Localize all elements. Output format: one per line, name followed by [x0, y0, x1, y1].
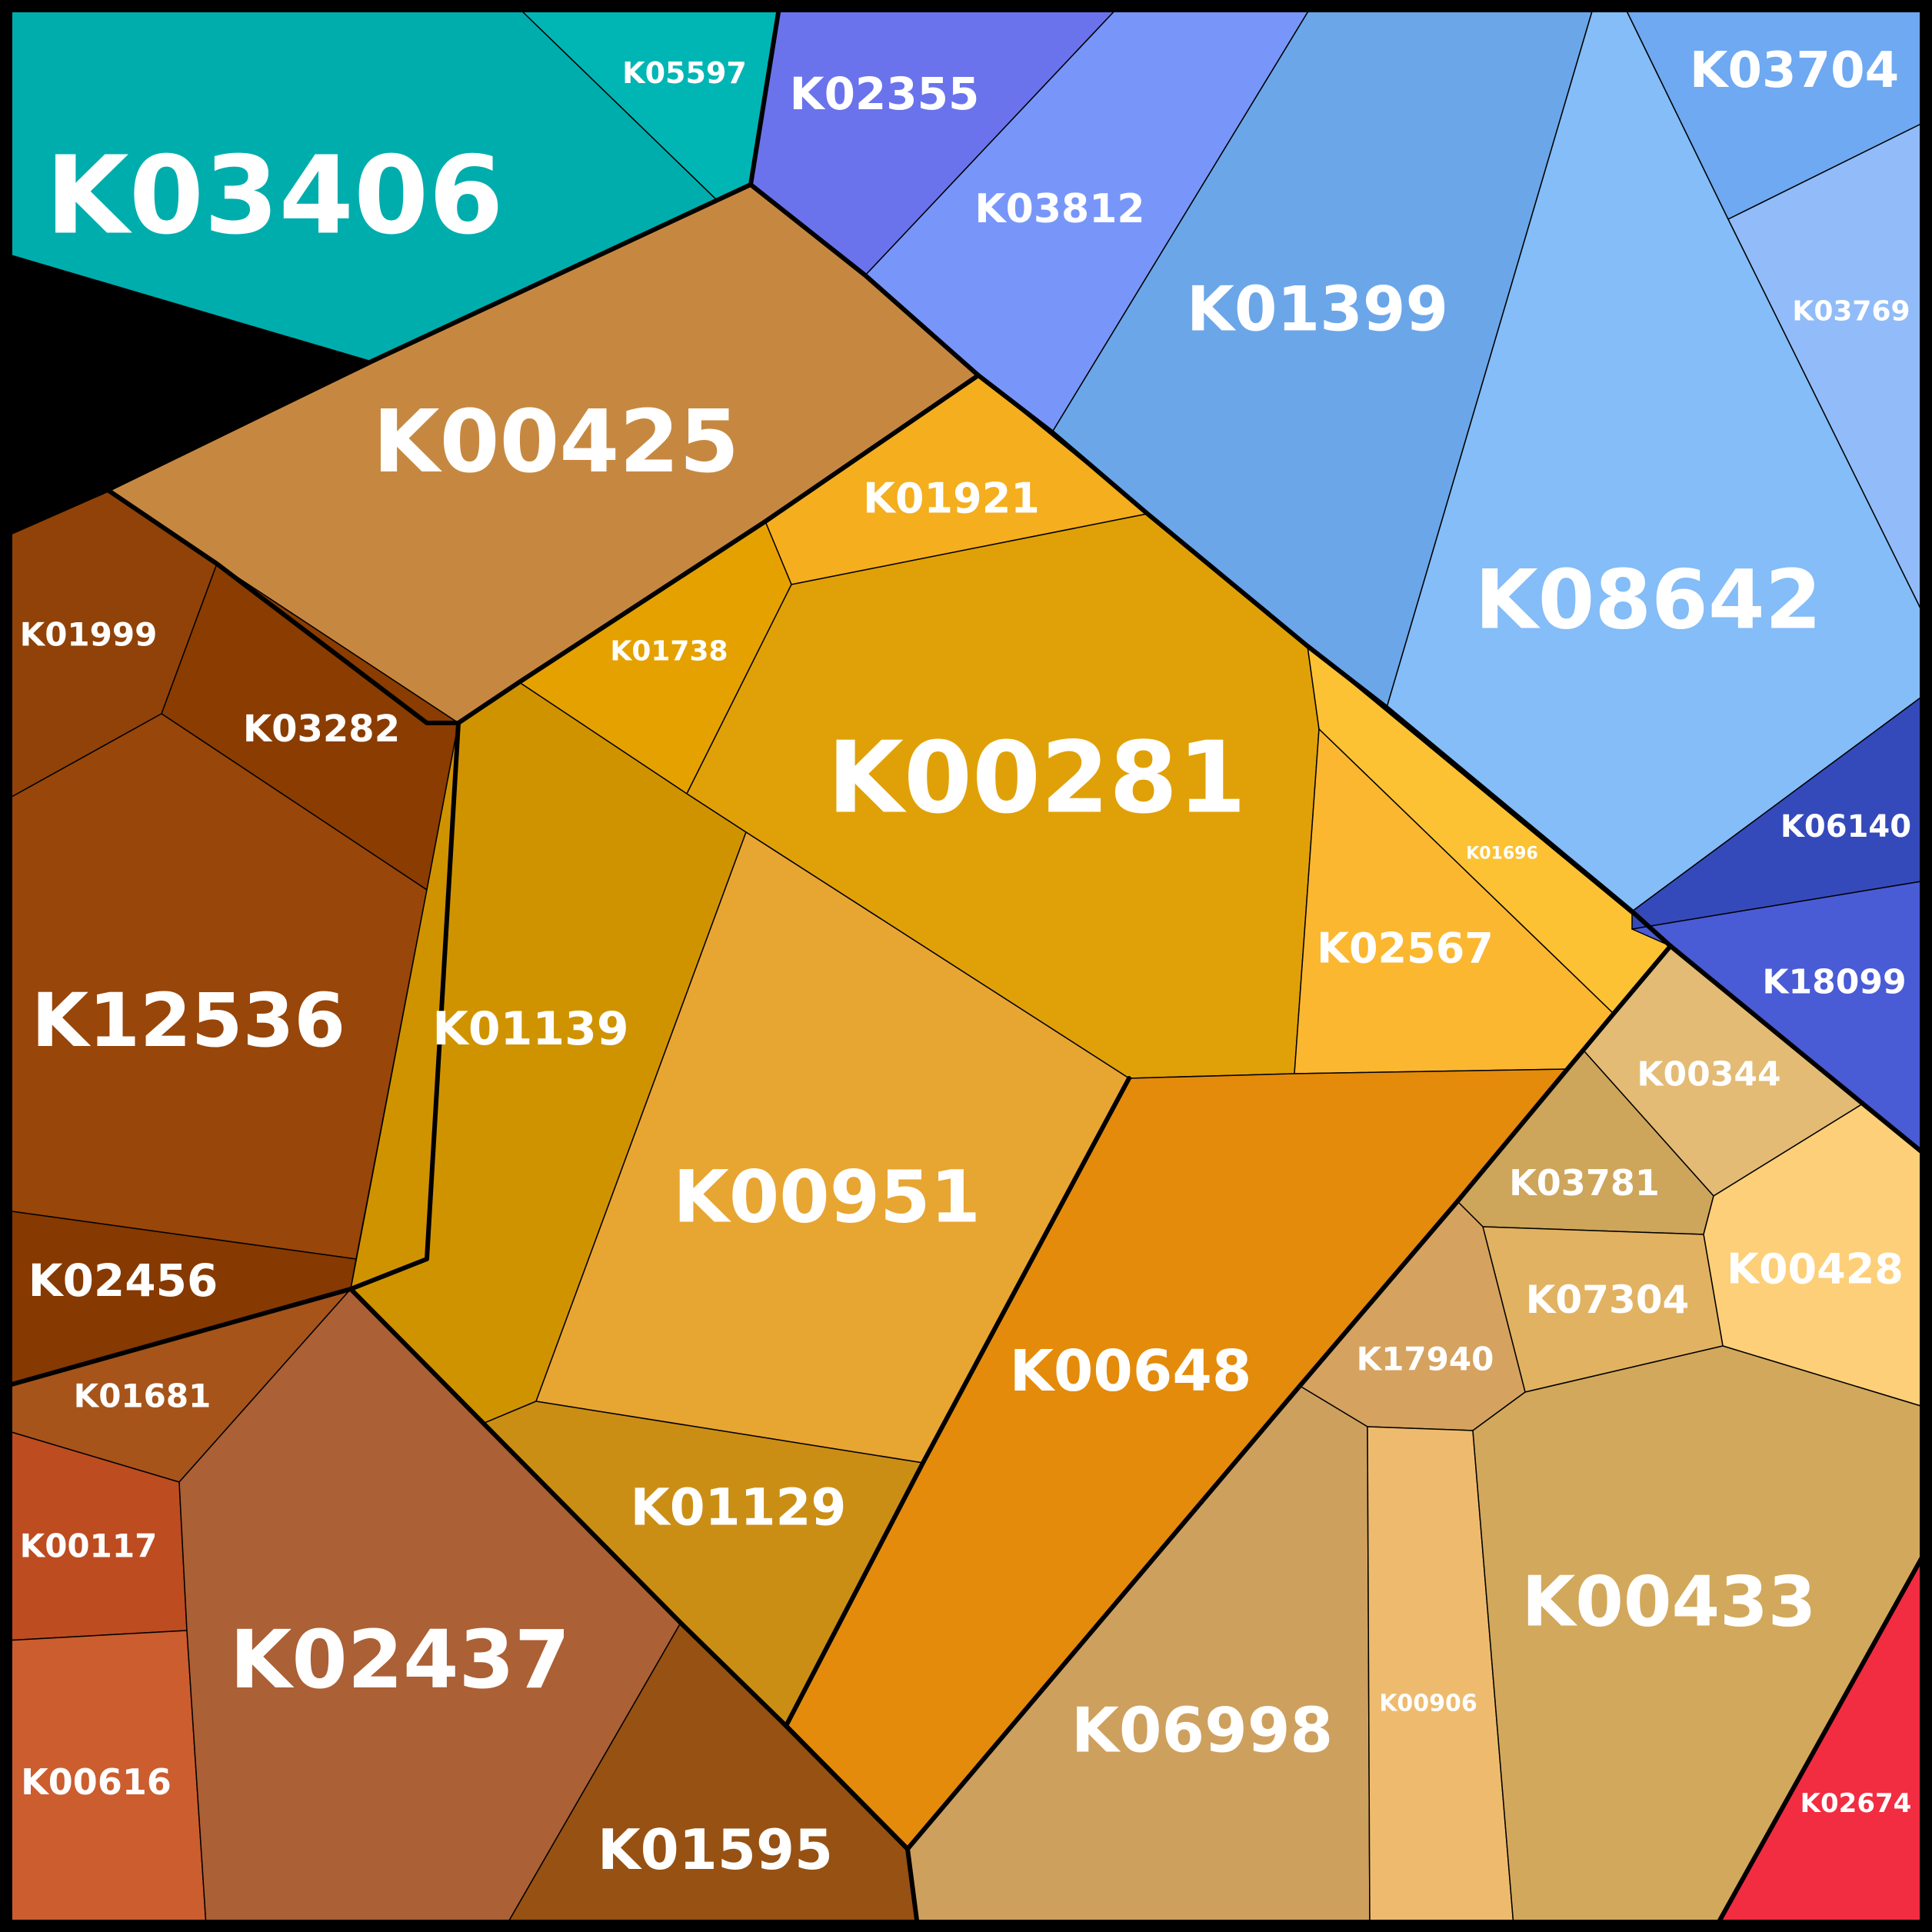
cell-label-k08642: K08642: [1475, 553, 1822, 648]
cell-label-k03406: K03406: [45, 134, 504, 259]
group-border-bottom: [348, 1287, 920, 1928]
group-border-layer: [4, 5, 1928, 1928]
cell-label-k02567: K02567: [1317, 924, 1494, 973]
cell-label-k02437: K02437: [230, 1613, 570, 1707]
cell-label-k01738: K01738: [610, 636, 728, 668]
cell-label-k17940: K17940: [1357, 1341, 1494, 1378]
cell-label-k01921: K01921: [863, 475, 1040, 523]
cell-label-k03812: K03812: [974, 186, 1144, 232]
cell-label-k03769: K03769: [1792, 296, 1910, 328]
cell-layer: [5, 5, 1927, 1927]
group-border-teal: [4, 5, 781, 537]
cell-label-k03282: K03282: [243, 708, 400, 751]
cell-label-k01696: K01696: [1466, 844, 1538, 864]
cell-label-k05597: K05597: [622, 56, 747, 90]
cell-label-k18099: K18099: [1762, 963, 1906, 1002]
cell-label-k03704: K03704: [1690, 42, 1899, 99]
cell-label-k00428: K00428: [1727, 1245, 1904, 1294]
cell-label-k02456: K02456: [28, 1254, 218, 1307]
cell-label-k00906: K00906: [1379, 1690, 1477, 1717]
cell-label-k12536: K12536: [32, 978, 345, 1064]
cell-label-k01129: K01129: [631, 1478, 847, 1537]
cell-label-k03781: K03781: [1509, 1162, 1660, 1204]
cell-label-k02674: K02674: [1800, 1788, 1912, 1819]
cell-label-k06998: K06998: [1071, 1695, 1333, 1767]
cell-label-k00433: K00433: [1522, 1562, 1817, 1643]
group-border-brown: [4, 721, 461, 1388]
cell-label-k01681: K01681: [74, 1377, 212, 1415]
cell-label-k00117: K00117: [20, 1527, 158, 1565]
cell-label-k02355: K02355: [790, 68, 980, 120]
cell-label-k01139: K01139: [432, 1002, 628, 1056]
group-border-blue: [748, 182, 1928, 1158]
cell-label-k00648: K00648: [1010, 1338, 1252, 1404]
cell-label-k00281: K00281: [828, 721, 1247, 836]
cell-label-k00344: K00344: [1637, 1055, 1780, 1094]
group-border-red: [1714, 1548, 1928, 1928]
cell-label-k01595: K01595: [598, 1817, 833, 1882]
cell-label-k06140: K06140: [1780, 809, 1911, 844]
cell-label-k00425: K00425: [373, 392, 739, 492]
cell-label-k01399: K01399: [1187, 274, 1448, 345]
group-border-right: [905, 944, 1673, 1851]
cell-label-k00616: K00616: [21, 1761, 172, 1803]
cell-label-k01999: K01999: [20, 616, 158, 654]
label-layer: K03406 K05597 K02355 K03812 K01399 K08642 K037…: [20, 42, 1912, 1882]
cell-label-k00951: K00951: [673, 1156, 981, 1240]
cell-label-k07304: K07304: [1526, 1277, 1690, 1322]
